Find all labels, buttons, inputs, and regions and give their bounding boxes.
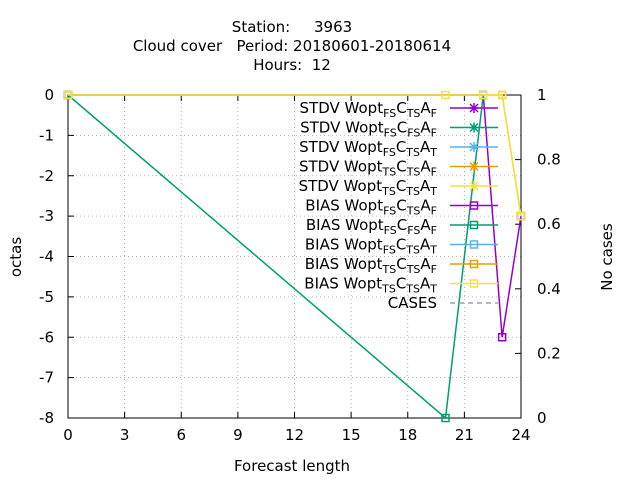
legend-marker [469,279,479,288]
title-line-3: Hours: 12 [253,56,331,74]
data-point [479,90,488,100]
y2-tick-label: 0 [537,409,547,427]
legend-marker [469,142,479,152]
legend-label: STDV WoptFSCTSAT [299,138,437,159]
legend-marker [469,240,479,249]
title-line-1: Station: 3963 [232,18,352,36]
data-point [441,413,450,423]
y-tick-label: -2 [39,167,54,185]
y-tick-label: -3 [39,207,54,225]
legend-label: BIAS WoptTSCTSAT [304,275,437,296]
y-tick-label: -7 [39,369,54,387]
x-tick-label: 0 [63,426,73,444]
data-point [63,90,73,100]
legend-entry: BIAS WoptTSCTSAT [304,275,498,296]
y2-tick-label: 0.8 [537,151,561,169]
legend-marker [469,259,479,269]
data-point [497,90,507,100]
legend-entry: BIAS WoptFSCTSAT [305,236,498,257]
legend-label: STDV WoptTSCTSAT [299,177,438,198]
x-tick-label: 12 [285,426,304,444]
y2-axis-label: No cases [598,223,616,291]
y-tick-label: -6 [39,328,54,346]
legend-entry: BIAS WoptFSCTSAF [305,197,498,218]
legend-label: BIAS WoptFSCTSAT [305,236,437,257]
data-point [497,333,507,342]
x-tick-label: 24 [511,426,530,444]
x-tick-label: 18 [398,426,417,444]
x-tick-label: 3 [120,426,130,444]
legend-marker [469,103,479,113]
y-tick-label: 0 [44,86,54,104]
y-tick-label: -8 [39,409,54,427]
data-point [516,211,526,221]
legend-entry: STDV WoptTSCTSAT [299,177,498,198]
title-line-2: Cloud cover Period: 20180601-20180614 [133,37,451,55]
y-tick-label: -5 [39,288,54,306]
legend-entry: STDV WoptFSCFSAF [300,119,498,140]
legend-label: STDV WoptFSCFSAF [300,119,437,140]
y-axis-label: octas [7,237,25,277]
grid-lines [67,94,522,419]
legend-entry: STDV WoptTSCTSAF [299,158,498,179]
axis-ticks: 0 3 6 9 12 15 18 21 24 0 -1 -2 -3 -4 -5 -6 -7 -8 1 0.8 0.6 0.… [39,86,561,444]
chart-title: Station: 3963 Cloud cover Period: 201806… [133,18,451,74]
y2-tick-label: 1 [537,86,547,104]
legend-marker [469,161,479,172]
x-tick-label: 9 [233,426,243,444]
data-point [441,90,450,100]
legend-label: BIAS WoptTSCTSAF [305,255,437,276]
y2-tick-label: 0.6 [537,215,561,233]
x-tick-label: 15 [342,426,361,444]
legend-entry: BIAS WoptFSCFSAF [306,216,498,237]
legend-marker [469,201,479,210]
legend-label: BIAS WoptFSCFSAF [306,216,437,237]
x-tick-label: 6 [176,426,186,444]
legend-entry: CASES [388,294,498,312]
series-9 [63,90,526,221]
series-line [68,94,522,217]
legend-label: BIAS WoptFSCTSAF [305,197,437,218]
legend-entry: STDV WoptFSCTSAT [299,138,498,159]
legend-label: CASES [388,294,437,312]
legend-marker [469,220,479,230]
legend-entry: BIAS WoptTSCTSAF [305,255,498,276]
x-axis-label: Forecast length [234,457,350,475]
y-tick-label: -1 [39,126,54,144]
x-tick-label: 21 [455,426,474,444]
y2-tick-label: 0.4 [537,280,561,298]
legend-entry: STDV WoptFSCTSAF [300,99,498,120]
legend-label: STDV WoptTSCTSAF [299,158,437,179]
legend-marker [469,181,479,191]
y2-tick-label: 0.2 [537,344,561,362]
legend-label: STDV WoptFSCTSAF [300,99,437,120]
y-tick-label: -4 [39,248,54,266]
legend-marker [469,122,479,133]
